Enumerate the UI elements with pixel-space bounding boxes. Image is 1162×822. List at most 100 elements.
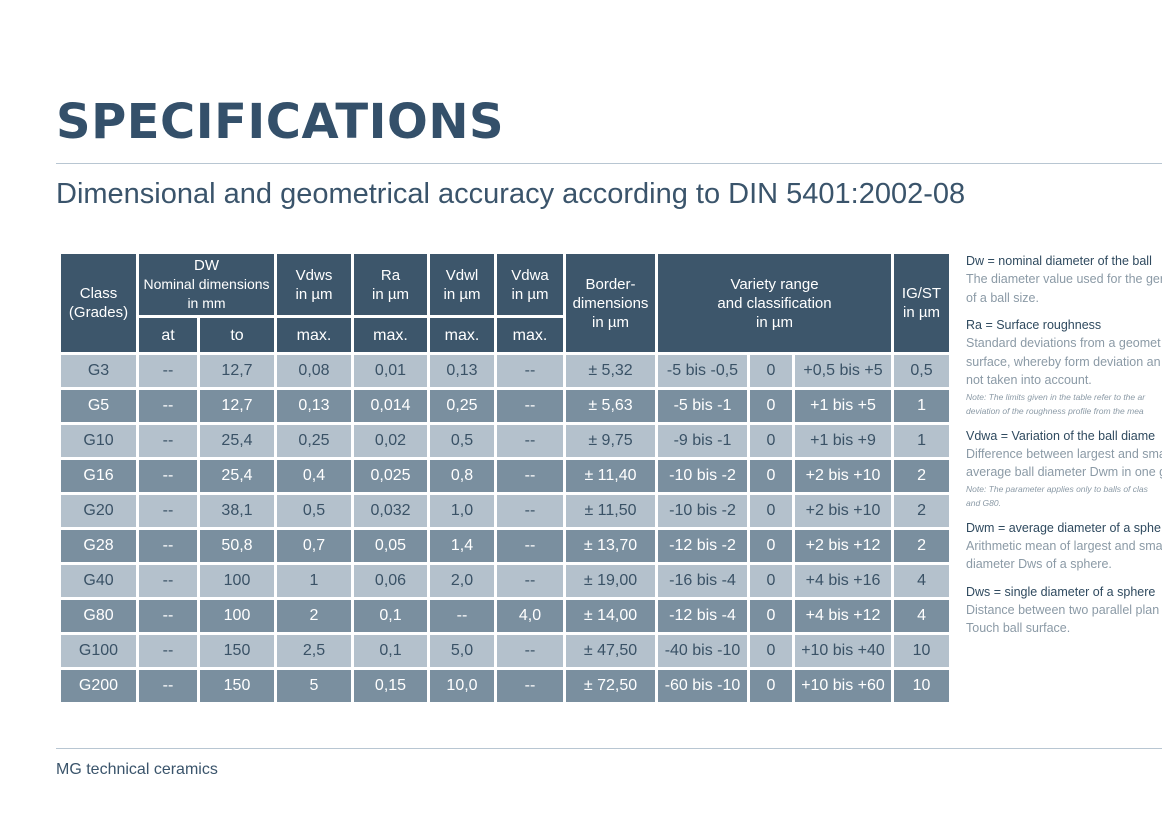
table-cell: 0,5 bbox=[894, 355, 950, 387]
table-cell: 1,0 bbox=[430, 495, 494, 527]
table-cell: -- bbox=[139, 635, 197, 667]
legend-term: Dwm = average diameter of a sphe bbox=[966, 520, 1161, 535]
table-cell: 0,06 bbox=[354, 565, 427, 597]
table-cell: 0,1 bbox=[354, 600, 427, 632]
table-cell: 10 bbox=[894, 670, 950, 702]
table-cell: -60 bis -10 bbox=[658, 670, 747, 702]
table-cell: ± 11,40 bbox=[566, 460, 655, 492]
table-cell: G80 bbox=[61, 600, 136, 632]
title-divider bbox=[56, 163, 1162, 164]
table-cell: -12 bis -4 bbox=[658, 600, 747, 632]
table-cell: 10,0 bbox=[430, 670, 494, 702]
table-cell: 0,4 bbox=[277, 460, 351, 492]
legend-note: deviation of the roughness profile from … bbox=[966, 405, 1144, 416]
table-cell: 1 bbox=[277, 565, 351, 597]
header-ra: Ra in µm bbox=[354, 254, 427, 315]
table-cell: 100 bbox=[200, 600, 274, 632]
table-cell: G10 bbox=[61, 425, 136, 457]
legend-term: Vdwa = Variation of the ball diame bbox=[966, 428, 1156, 443]
table-cell: -- bbox=[497, 530, 563, 562]
table-row: G5 -- 12,7 0,13 0,014 0,25 -- ± 5,63 -5 bis -1 0 +… bbox=[61, 390, 950, 422]
table-cell: 5 bbox=[277, 670, 351, 702]
table-row: G80 -- 100 2 0,1 -- 4,0 ± 14,00 -12 bis -4 0 +4 bi… bbox=[61, 600, 950, 632]
table-cell: 2 bbox=[894, 530, 950, 562]
table-cell: -9 bis -1 bbox=[658, 425, 747, 457]
table-cell: 2,0 bbox=[430, 565, 494, 597]
header-vdwa: Vdwa in µm bbox=[497, 254, 563, 315]
table-cell: G28 bbox=[61, 530, 136, 562]
table-cell: -- bbox=[139, 565, 197, 597]
table-cell: +10 bis +40 bbox=[795, 635, 892, 667]
table-cell: 1,4 bbox=[430, 530, 494, 562]
table-cell: 2,5 bbox=[277, 635, 351, 667]
table-row: G3 -- 12,7 0,08 0,01 0,13 -- ± 5,32 -5 bis -0,5 0… bbox=[61, 355, 950, 387]
table-cell: 1 bbox=[894, 425, 950, 457]
table-cell: -10 bis -2 bbox=[658, 460, 747, 492]
page-title: SPECIFICATIONS bbox=[56, 94, 505, 150]
table-cell: -- bbox=[497, 495, 563, 527]
header-class: Class (Grades) bbox=[61, 254, 136, 352]
table-cell: 0,02 bbox=[354, 425, 427, 457]
footer-company: MG technical ceramics bbox=[56, 761, 218, 778]
legend-term: Dws = single diameter of a sphere bbox=[966, 584, 1156, 599]
table-cell: -- bbox=[139, 530, 197, 562]
table-cell: 0 bbox=[750, 460, 792, 492]
table-cell: 1 bbox=[894, 390, 950, 422]
table-cell: 0,13 bbox=[430, 355, 494, 387]
legend-dws: Dws = single diameter of a sphere Distan… bbox=[966, 583, 1162, 638]
legend-term: Ra = Surface roughness bbox=[966, 318, 1102, 332]
table-cell: -- bbox=[497, 425, 563, 457]
table-cell: +1 bis +9 bbox=[795, 425, 892, 457]
table-row: G28 -- 50,8 0,7 0,05 1,4 -- ± 13,70 -12 bis -2 0 +… bbox=[61, 530, 950, 562]
page-subtitle: Dimensional and geometrical accuracy acc… bbox=[56, 178, 966, 210]
table-cell: -- bbox=[139, 390, 197, 422]
table-cell: 0,13 bbox=[277, 390, 351, 422]
legend-desc: diameter Dws of a sphere. bbox=[966, 557, 1112, 571]
legend-desc: average ball diameter Dwm in one g bbox=[966, 465, 1162, 479]
table-cell: -- bbox=[497, 460, 563, 492]
table-cell: G40 bbox=[61, 565, 136, 597]
table-cell: G200 bbox=[61, 670, 136, 702]
table-cell: 0,7 bbox=[277, 530, 351, 562]
table-cell: -10 bis -2 bbox=[658, 495, 747, 527]
legend-note: Note: The parameter applies only to ball… bbox=[966, 483, 1148, 494]
legend-term: Dw = nominal diameter of the ball bbox=[966, 254, 1152, 268]
legend: Dw = nominal diameter of the ball The di… bbox=[966, 252, 1162, 647]
header-border-dimensions: Border- dimensions in µm bbox=[566, 254, 655, 352]
table-cell: +4 bis +16 bbox=[795, 565, 892, 597]
header-variety-range: Variety range and classification in µm bbox=[658, 254, 892, 352]
table-cell: -5 bis -0,5 bbox=[658, 355, 747, 387]
table-cell: +2 bis +12 bbox=[795, 530, 892, 562]
table-cell: -- bbox=[139, 670, 197, 702]
header-at: at bbox=[139, 318, 197, 352]
table-cell: 150 bbox=[200, 670, 274, 702]
header-vdws-max: max. bbox=[277, 318, 351, 352]
specifications-table: Class (Grades) DW Nominal dimensions in … bbox=[58, 251, 952, 705]
table-cell: ± 14,00 bbox=[566, 600, 655, 632]
legend-desc: Standard deviations from a geomet bbox=[966, 336, 1161, 350]
header-vdwl: Vdwl in µm bbox=[430, 254, 494, 315]
table-cell: 0 bbox=[750, 425, 792, 457]
table-cell: 50,8 bbox=[200, 530, 274, 562]
table-row: G200 -- 150 5 0,15 10,0 -- ± 72,50 -60 bis -10 0 +… bbox=[61, 670, 950, 702]
header-vdwl-max: max. bbox=[430, 318, 494, 352]
table-cell: ± 47,50 bbox=[566, 635, 655, 667]
table-cell: 2 bbox=[277, 600, 351, 632]
table-cell: 0,08 bbox=[277, 355, 351, 387]
table-cell: -16 bis -4 bbox=[658, 565, 747, 597]
table-cell: -- bbox=[139, 600, 197, 632]
table-cell: G5 bbox=[61, 390, 136, 422]
table-cell: -- bbox=[139, 425, 197, 457]
legend-desc: not taken into account. bbox=[966, 373, 1092, 387]
table-cell: ± 13,70 bbox=[566, 530, 655, 562]
table-cell: +2 bis +10 bbox=[795, 495, 892, 527]
legend-desc: Difference between largest and sma bbox=[966, 446, 1162, 461]
header-igst: IG/ST in µm bbox=[894, 254, 950, 352]
legend-dwm: Dwm = average diameter of a sphe Arithme… bbox=[966, 519, 1162, 574]
table-cell: -- bbox=[497, 390, 563, 422]
table-cell: 0,25 bbox=[430, 390, 494, 422]
table-cell: 25,4 bbox=[200, 460, 274, 492]
table-cell: 0,25 bbox=[277, 425, 351, 457]
table-cell: -5 bis -1 bbox=[658, 390, 747, 422]
table-row: G10 -- 25,4 0,25 0,02 0,5 -- ± 9,75 -9 bis -1 0 +1… bbox=[61, 425, 950, 457]
